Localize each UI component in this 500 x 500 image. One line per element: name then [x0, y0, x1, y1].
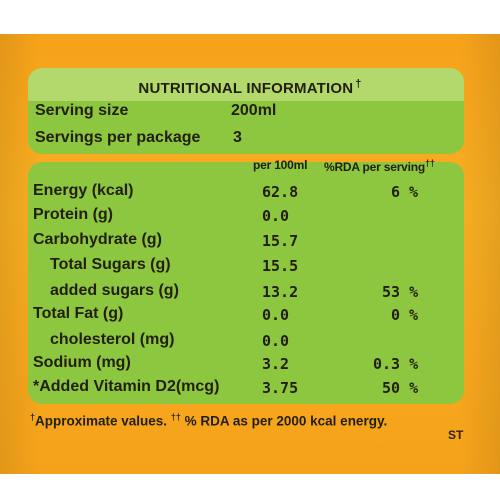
nutrient-per100: 62.8 — [262, 183, 299, 201]
nutrient-name: added sugars (g) — [50, 282, 179, 299]
cropped-edge-text: ST — [448, 428, 464, 442]
serving-size-value: 200ml — [231, 102, 277, 119]
header-band — [28, 68, 464, 101]
footnote-double-dagger: †† — [170, 412, 181, 422]
column-header-per100: per 100ml — [253, 158, 308, 172]
nutrient-name: Carbohydrate (g) — [33, 231, 162, 248]
nutrient-name: Energy (kcal) — [33, 182, 134, 199]
footnote-text-rda: % RDA as per 2000 kcal energy. — [180, 413, 388, 429]
nutrient-rda: 53 % — [382, 283, 419, 301]
nutrient-per100: 13.2 — [262, 283, 299, 301]
nutrient-name: Protein (g) — [33, 206, 113, 223]
nutrient-per100: 15.5 — [262, 257, 299, 275]
nutrient-name: Total Sugars (g) — [50, 256, 171, 273]
nutrient-name: cholesterol (mg) — [50, 331, 175, 348]
serving-size-label: Serving size — [35, 102, 129, 119]
title-dagger: † — [355, 78, 362, 90]
footnote-dagger: † — [30, 412, 36, 422]
footnote: †Approximate values. †† % RDA as per 200… — [30, 412, 387, 429]
nutrient-per100: 0.0 — [262, 306, 290, 324]
nutrient-per100: 0.0 — [262, 332, 290, 350]
servings-per-package-value: 3 — [233, 129, 242, 146]
nutrient-table-panel — [28, 162, 464, 404]
nutrient-name: Sodium (mg) — [33, 354, 131, 371]
nutrient-per100: 0.0 — [262, 207, 290, 225]
nutrient-per100: 15.7 — [262, 232, 299, 250]
nutrient-per100: 3.75 — [262, 379, 299, 397]
nutrient-rda: 50 % — [382, 379, 419, 397]
nutrient-name: *Added Vitamin D2(mcg) — [33, 378, 220, 395]
rda-double-dagger: †† — [425, 158, 435, 168]
nutrient-name: Total Fat (g) — [33, 305, 124, 322]
nutrient-rda: 6 % — [391, 183, 419, 201]
footnote-text-approx: Approximate values. — [35, 413, 171, 429]
servings-per-package-label: Servings per package — [35, 129, 201, 146]
column-header-rda: %RDA per serving†† — [324, 158, 435, 174]
column-header-rda-text: %RDA per serving — [324, 160, 426, 174]
nutrient-rda: 0.3 % — [373, 355, 419, 373]
nutrition-title-text: NUTRITIONAL INFORMATION — [138, 80, 354, 97]
nutrient-rda: 0 % — [391, 306, 419, 324]
nutrition-title: NUTRITIONAL INFORMATION † — [0, 78, 500, 97]
nutrient-per100: 3.2 — [262, 355, 290, 373]
